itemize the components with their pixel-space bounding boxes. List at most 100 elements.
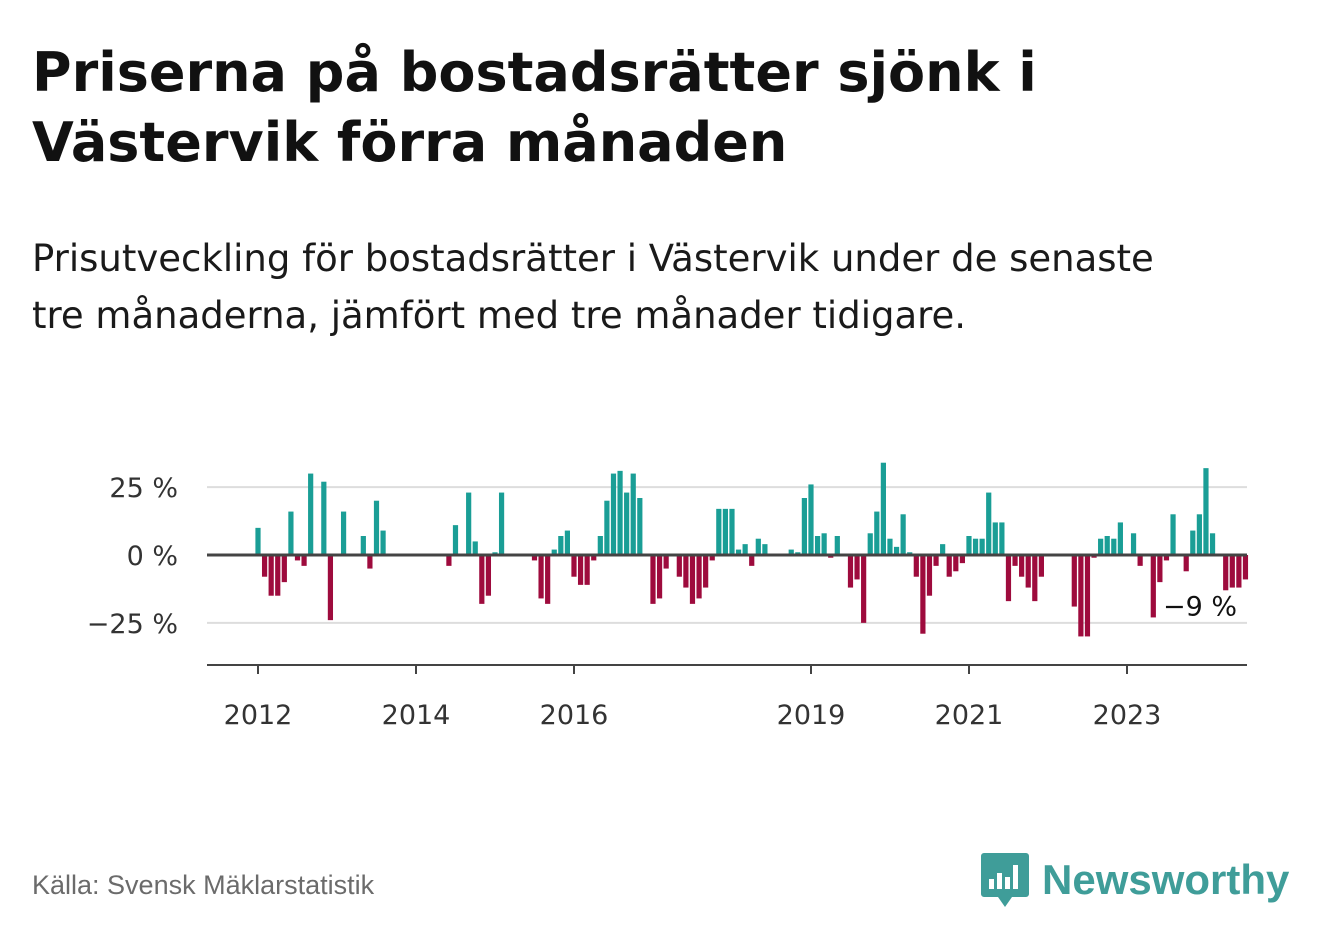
bar — [446, 555, 452, 566]
bar — [689, 555, 696, 604]
bar — [584, 555, 590, 585]
bar — [696, 555, 702, 599]
bar — [545, 555, 551, 604]
last-value-annotation: −9 % — [1163, 591, 1237, 622]
bar — [1196, 514, 1202, 555]
bar — [308, 473, 314, 555]
newsworthy-logo-icon — [981, 853, 1029, 907]
bar — [946, 555, 952, 577]
bar — [913, 555, 919, 577]
bar — [630, 473, 636, 555]
bar — [294, 555, 301, 561]
bar — [953, 555, 959, 572]
bar — [1078, 555, 1084, 637]
bar — [255, 527, 261, 555]
bar — [735, 549, 742, 555]
bar — [959, 555, 965, 564]
bar — [999, 522, 1005, 555]
bar — [742, 544, 748, 555]
bar — [992, 522, 998, 555]
bar — [1019, 555, 1025, 577]
bar — [340, 511, 347, 555]
bar — [861, 555, 867, 623]
bar — [577, 555, 584, 585]
bar — [597, 536, 603, 555]
x-tick-label: 2021 — [935, 700, 1004, 731]
bar — [788, 549, 794, 555]
bar — [926, 555, 933, 596]
bar — [1137, 555, 1143, 566]
bar — [940, 544, 946, 555]
bar — [327, 555, 334, 621]
bar — [972, 538, 979, 555]
bar — [1163, 555, 1170, 561]
bar — [624, 492, 630, 555]
bar — [801, 498, 807, 555]
bar — [1104, 536, 1110, 555]
bar — [854, 555, 860, 580]
bar — [1117, 522, 1123, 555]
bar — [887, 538, 893, 555]
chart-title: Priserna på bostadsrätter sjönk i Väster… — [32, 41, 1037, 174]
bar — [360, 536, 366, 555]
bar — [466, 492, 472, 555]
bar — [814, 536, 821, 555]
bar-chart: 25 % 0 % −25 % 2012 2014 2016 2019 2021 2023 −9 % — [87, 462, 1249, 731]
bar — [979, 538, 985, 555]
bar — [900, 514, 906, 555]
bar — [610, 473, 617, 555]
bar — [472, 541, 478, 555]
bar — [880, 462, 886, 555]
brand-logo: Newsworthy — [980, 850, 1289, 910]
bar — [966, 536, 972, 555]
bar — [591, 555, 597, 561]
bar — [558, 536, 564, 555]
chart-subtitle: Prisutveckling för bostadsrätter i Väste… — [32, 237, 1154, 337]
bar — [1190, 530, 1196, 555]
bar — [656, 555, 663, 599]
bar — [1071, 555, 1077, 607]
brand-name: Newsworthy — [1042, 856, 1290, 903]
bar — [261, 555, 268, 577]
bar — [564, 530, 570, 555]
bar — [1203, 468, 1209, 555]
y-tick-label: 25 % — [109, 473, 178, 504]
bar — [321, 481, 327, 555]
bar — [1032, 555, 1038, 602]
bar — [281, 555, 287, 583]
bar — [551, 549, 557, 555]
bar — [538, 555, 544, 599]
bar — [1005, 555, 1012, 602]
bar — [722, 508, 728, 555]
bar — [268, 555, 274, 596]
bar — [933, 555, 939, 566]
bar — [637, 498, 643, 555]
bar — [650, 555, 656, 604]
bar — [755, 538, 761, 555]
x-tick-label: 2019 — [777, 700, 846, 731]
bar — [479, 555, 485, 604]
bar — [821, 533, 827, 555]
bar — [874, 511, 880, 555]
bar — [1242, 555, 1249, 580]
bar — [288, 511, 294, 555]
bar — [893, 546, 900, 555]
bar — [986, 492, 992, 555]
bar — [709, 555, 715, 561]
bar — [617, 470, 623, 555]
bar — [1111, 538, 1117, 555]
bar — [703, 555, 709, 588]
bar — [749, 555, 755, 566]
bar — [1012, 555, 1018, 566]
bar — [1209, 533, 1216, 555]
bar — [1223, 555, 1229, 591]
bar — [604, 500, 610, 555]
x-tick-label: 2016 — [540, 700, 609, 731]
bar — [1170, 514, 1176, 555]
bar — [485, 555, 492, 596]
bar — [1183, 555, 1189, 572]
bar — [716, 508, 722, 555]
bar — [1150, 555, 1156, 618]
bar — [1157, 555, 1163, 583]
bar — [1025, 555, 1031, 588]
